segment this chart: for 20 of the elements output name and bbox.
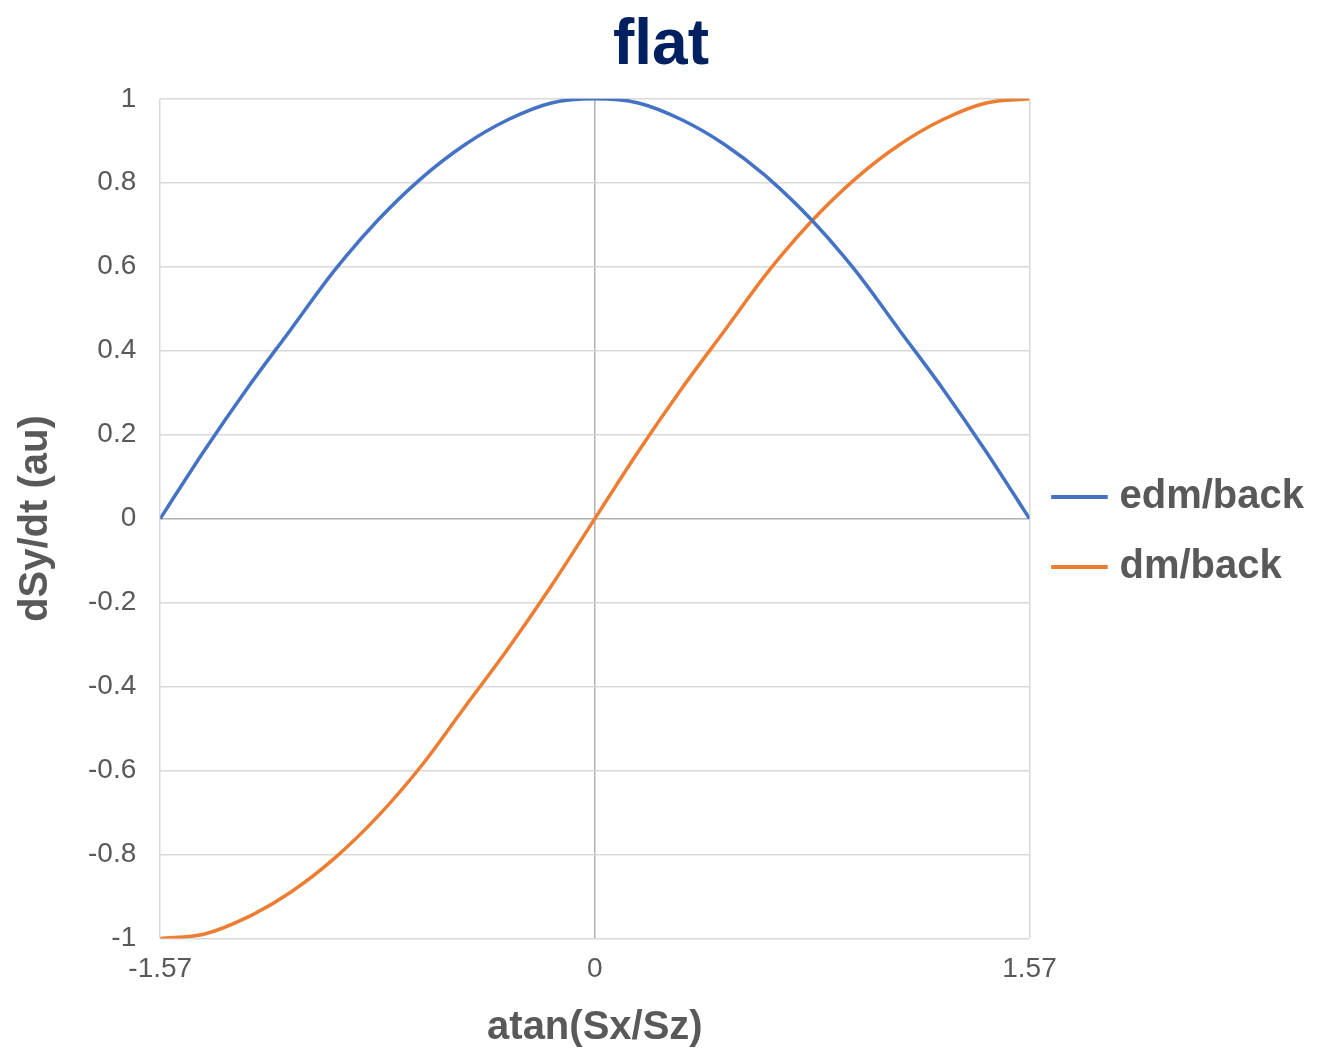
y-tick-label: -0.2 xyxy=(88,585,137,617)
legend-label: dm/back xyxy=(1119,542,1283,587)
x-tick-label: -1.57 xyxy=(128,951,193,983)
y-tick-label: 0.8 xyxy=(97,165,137,197)
x-axis-title: atan(Sx/Sz) xyxy=(487,1003,703,1048)
y-tick-label: -0.8 xyxy=(88,837,137,869)
y-tick-label: -1 xyxy=(111,921,137,953)
y-tick-label: -0.4 xyxy=(88,669,137,701)
y-tick-label: 0 xyxy=(120,501,137,533)
line-series xyxy=(160,98,1030,939)
x-tick-label: 0 xyxy=(587,951,603,983)
y-tick-label: 1 xyxy=(120,81,137,113)
chart-title: flat xyxy=(613,6,709,79)
y-tick-label: 0.4 xyxy=(97,333,137,365)
x-tick-label: 1.57 xyxy=(1002,951,1057,983)
y-axis-title: dSy/dt (au) xyxy=(11,415,56,622)
y-tick-label: -0.6 xyxy=(88,753,137,785)
legend-label: edm/back xyxy=(1119,472,1305,517)
y-tick-label: 0.2 xyxy=(97,417,137,449)
y-tick-label: 0.6 xyxy=(97,249,137,281)
